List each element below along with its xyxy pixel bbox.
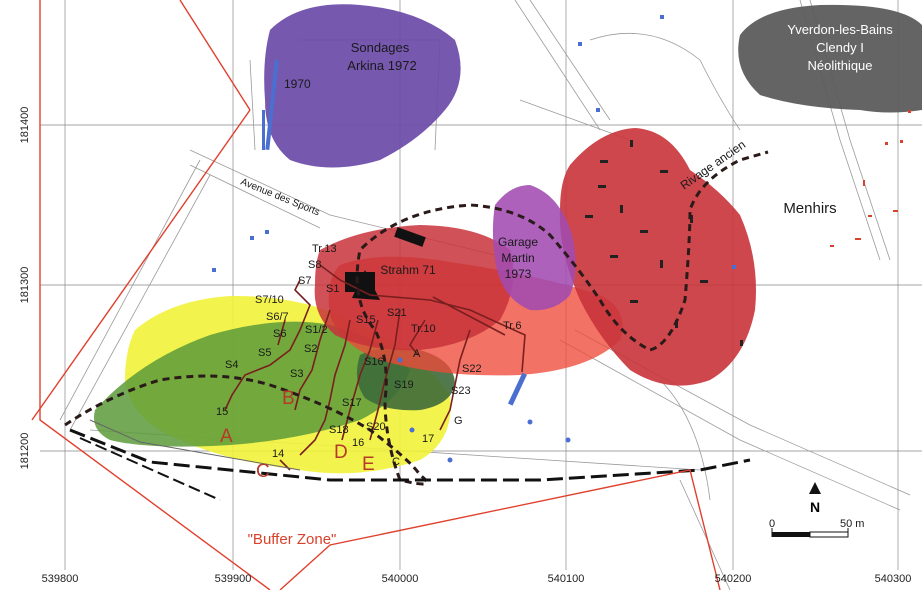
x-label-540000: 540000 bbox=[382, 573, 419, 585]
rivage-ancien-line bbox=[64, 150, 769, 486]
zone-letter-b: B bbox=[282, 388, 295, 409]
label-yverdon: Yverdon-les-Bains bbox=[787, 22, 893, 37]
railway bbox=[69, 419, 751, 501]
label-s1: S1 bbox=[326, 283, 339, 295]
north-label: N bbox=[810, 499, 820, 515]
grid-labels: 539800 539900 540000 540100 540200 54030… bbox=[19, 107, 911, 585]
zone-sondages-arkina bbox=[264, 4, 461, 168]
label-s2: S2 bbox=[304, 343, 317, 355]
label-garage: Garage bbox=[498, 235, 538, 249]
zone-letter-e: E bbox=[362, 454, 375, 475]
zone-clendy bbox=[738, 4, 922, 113]
buffer-zone-boundary bbox=[31, 0, 721, 590]
label-s20: S20 bbox=[366, 421, 386, 433]
zone-red-east bbox=[559, 128, 756, 386]
label-s4: S4 bbox=[225, 359, 238, 371]
label-a-small: A bbox=[413, 348, 421, 360]
zone-letter-c: C bbox=[256, 461, 270, 482]
x-label-539900: 539900 bbox=[215, 573, 252, 585]
label-s23: S23 bbox=[451, 385, 471, 397]
label-15: 15 bbox=[216, 406, 228, 418]
y-label-181300: 181300 bbox=[19, 267, 31, 304]
label-s18: S18 bbox=[329, 424, 349, 436]
label-s15: S15 bbox=[356, 314, 376, 326]
label-arkina: Arkina 1972 bbox=[347, 58, 416, 73]
label-avenue: Avenue des Sports bbox=[239, 177, 321, 219]
zone-red-strahm bbox=[314, 225, 514, 351]
zone-green bbox=[94, 321, 410, 447]
archaeological-zones bbox=[94, 4, 922, 474]
x-label-540100: 540100 bbox=[548, 573, 585, 585]
label-s7-10: S7/10 bbox=[255, 294, 284, 306]
label-strahm: Strahm 71 bbox=[380, 263, 436, 277]
sounding-labels: Tr.13 S8 S7 S7/10 S6/7 S6 S5 S4 15 S1 S1… bbox=[216, 243, 522, 468]
label-s6-7: S6/7 bbox=[266, 311, 289, 323]
y-label-181200: 181200 bbox=[19, 433, 31, 470]
label-buffer-zone: "Buffer Zone" bbox=[248, 531, 337, 548]
label-tr10: Tr.10 bbox=[411, 323, 436, 335]
scale-zero: 0 bbox=[769, 518, 775, 530]
label-s8: S8 bbox=[308, 259, 321, 271]
x-label-539800: 539800 bbox=[42, 573, 79, 585]
label-c-small: C bbox=[392, 456, 400, 468]
label-17: 17 bbox=[422, 433, 434, 445]
label-s5: S5 bbox=[258, 347, 271, 359]
label-tr13: Tr.13 bbox=[312, 243, 337, 255]
scale-bar: N 0 50 m bbox=[769, 482, 864, 538]
x-label-540300: 540300 bbox=[875, 573, 912, 585]
label-s1-2: S1/2 bbox=[305, 324, 328, 336]
label-1973: 1973 bbox=[505, 267, 532, 281]
label-s17: S17 bbox=[342, 397, 362, 409]
label-s19: S19 bbox=[394, 379, 414, 391]
label-s3: S3 bbox=[290, 368, 303, 380]
label-s21: S21 bbox=[387, 307, 407, 319]
label-clendy: Clendy I bbox=[816, 40, 864, 55]
zone-letter-a: A bbox=[220, 426, 233, 447]
site-features bbox=[212, 15, 911, 463]
y-label-181400: 181400 bbox=[19, 107, 31, 144]
label-neolithique: Néolithique bbox=[807, 58, 872, 73]
sounding-lines bbox=[224, 264, 526, 471]
label-g: G bbox=[454, 415, 463, 427]
label-menhirs: Menhirs bbox=[783, 200, 836, 217]
label-s6: S6 bbox=[273, 328, 286, 340]
label-tr6: Tr.6 bbox=[503, 320, 522, 332]
label-14: 14 bbox=[272, 448, 284, 460]
label-rivage: Rivage ancien bbox=[678, 137, 748, 192]
label-s16: S16 bbox=[364, 356, 384, 368]
label-1970: 1970 bbox=[284, 77, 311, 91]
label-martin: Martin bbox=[501, 251, 534, 265]
label-sondages: Sondages bbox=[351, 40, 410, 55]
label-16: 16 bbox=[352, 437, 364, 449]
north-arrow-icon bbox=[809, 482, 821, 494]
label-s7: S7 bbox=[298, 275, 311, 287]
zone-letters: A B C D E bbox=[220, 388, 375, 482]
label-s22: S22 bbox=[462, 363, 482, 375]
x-label-540200: 540200 bbox=[715, 573, 752, 585]
zone-garage-martin bbox=[492, 185, 576, 311]
scale-end: 50 m bbox=[840, 518, 864, 530]
zone-letter-d: D bbox=[334, 442, 348, 463]
